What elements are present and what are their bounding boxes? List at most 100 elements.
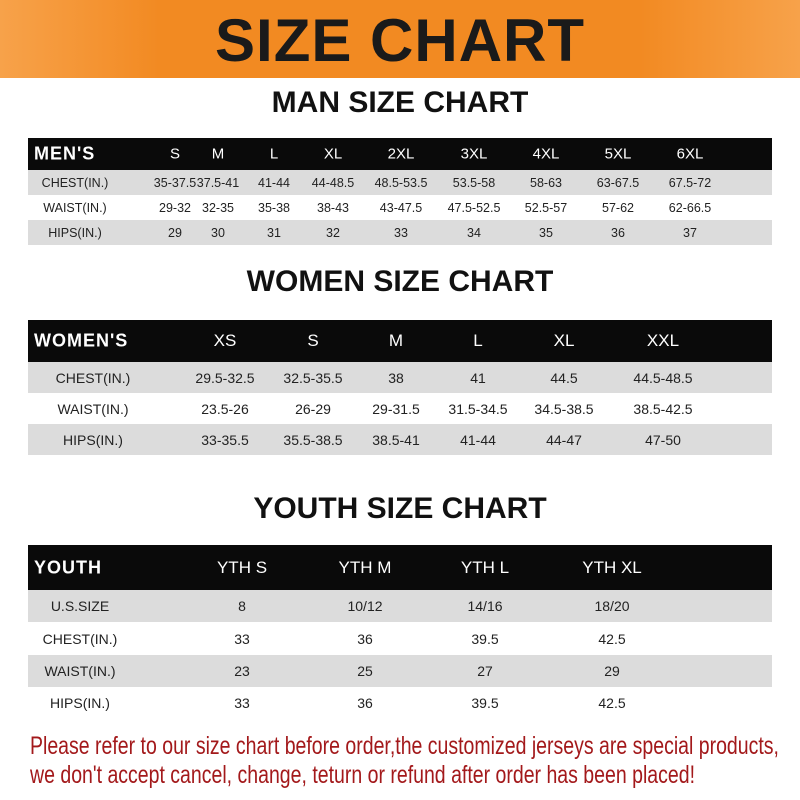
men-section-title: MAN SIZE CHART [271, 86, 529, 119]
measurement-label: HIPS(IN.) [50, 695, 110, 711]
measurement-value: 41-44 [258, 175, 290, 190]
size-header-cell: XS [213, 331, 237, 350]
measurement-value: 33 [394, 225, 408, 240]
measurement-value: 29-32 [159, 200, 191, 215]
measurement-value: 38.5-42.5 [633, 400, 693, 417]
banner-title: SIZE CHART [215, 7, 585, 74]
measurement-value: 30 [211, 225, 225, 240]
measurement-value: 33 [234, 695, 250, 711]
table-row: WAIST(IN.) 23 25 27 29 [28, 655, 772, 687]
size-header-cell: 6XL [676, 145, 704, 163]
women-header-row: WOMEN'S XS S M L XL XXL [28, 320, 772, 362]
size-header-cell: M [211, 145, 225, 163]
measurement-value: 44-47 [546, 431, 582, 448]
measurement-value: 35 [539, 225, 553, 240]
measurement-value: 32-35 [202, 200, 234, 215]
measurement-value: 23 [234, 663, 250, 679]
size-header-cell: YTH XL [582, 557, 642, 577]
measurement-value: 31 [267, 225, 281, 240]
size-header-cell: YTH M [338, 557, 392, 577]
size-header-cell: YTH L [460, 557, 510, 577]
size-header-cell: S [169, 145, 181, 163]
measurement-label: HIPS(IN.) [63, 431, 123, 448]
measurement-value: 14/16 [467, 598, 503, 614]
measurement-value: 39.5 [471, 695, 499, 711]
measurement-value: 47.5-52.5 [447, 200, 501, 215]
measurement-value: 43-47.5 [379, 200, 423, 215]
women-size-table: WOMEN'S XS S M L XL XXL CHEST(IN.) 29.5-32.5 32.5… [28, 320, 772, 455]
men-header-row: MEN'S S M L XL 2XL 3XL 4XL 5XL 6XL [28, 138, 772, 170]
size-header-cell: L [473, 331, 483, 350]
measurement-value: 44.5-48.5 [633, 369, 693, 386]
youth-header-row: YOUTH YTH S YTH M YTH L YTH XL [28, 545, 772, 590]
table-row: HIPS(IN.) 29 30 31 32 33 34 35 36 37 [28, 220, 772, 245]
footer-notice-line-2: we don't accept cancel, change, teturn o… [30, 761, 695, 789]
measurement-value: 32 [326, 225, 340, 240]
measurement-value: 48.5-53.5 [374, 175, 428, 190]
measurement-label: HIPS(IN.) [48, 225, 102, 240]
size-header-cell: XXL [646, 331, 680, 350]
size-header-cell: S [307, 331, 319, 350]
measurement-value: 33-35.5 [201, 431, 249, 448]
table-title-cell: YOUTH [34, 557, 102, 577]
size-header-cell: 3XL [460, 145, 488, 163]
measurement-value: 37.5-41 [196, 175, 240, 190]
measurement-value: 33 [234, 630, 250, 647]
size-header-cell: YTH S [216, 557, 268, 577]
size-header-cell: XL [323, 145, 343, 163]
footer-notice-line-1: Please refer to our size chart before or… [30, 732, 779, 760]
measurement-value: 36 [611, 225, 625, 240]
measurement-value: 23.5-26 [201, 400, 249, 417]
size-header-cell: L [269, 145, 279, 163]
measurement-value: 34.5-38.5 [534, 400, 594, 417]
measurement-value: 57-62 [602, 200, 634, 215]
measurement-value: 62-66.5 [668, 200, 712, 215]
table-row: U.S.SIZE 8 10/12 14/16 18/20 [28, 590, 772, 622]
measurement-value: 27 [477, 663, 493, 679]
measurement-value: 67.5-72 [668, 175, 712, 190]
measurement-label: WAIST(IN.) [43, 200, 107, 215]
measurement-value: 35-37.5 [153, 175, 197, 190]
table-row: CHEST(IN.) 33 36 39.5 42.5 [28, 622, 772, 655]
size-header-cell: 4XL [532, 145, 560, 163]
size-header-cell: M [388, 331, 404, 350]
measurement-value: 44-48.5 [311, 175, 355, 190]
table-row: CHEST(IN.) 29.5-32.5 32.5-35.5 38 41 44.5 44.5… [28, 362, 772, 393]
measurement-value: 38 [388, 369, 404, 386]
table-row: WAIST(IN.) 29-32 32-35 35-38 38-43 43-47.5 47.… [28, 195, 772, 220]
size-header-cell: 2XL [387, 145, 415, 163]
measurement-value: 47-50 [645, 431, 681, 448]
men-size-table: MEN'S S M L XL 2XL 3XL 4XL 5XL 6XL CHEST(IN.) 35-37… [28, 138, 772, 245]
table-title-cell: MEN'S [34, 143, 96, 164]
table-row: HIPS(IN.) 33 36 39.5 42.5 [28, 687, 772, 719]
measurement-value: 29-31.5 [372, 400, 420, 417]
measurement-value: 26-29 [295, 400, 331, 417]
youth-section-title: YOUTH SIZE CHART [253, 492, 547, 525]
measurement-value: 44.5 [550, 369, 578, 386]
measurement-value: 36 [357, 630, 373, 647]
measurement-label: WAIST(IN.) [57, 400, 129, 417]
measurement-value: 58-63 [530, 175, 562, 190]
measurement-label: CHEST(IN.) [42, 630, 118, 647]
size-header-cell: XL [553, 331, 575, 350]
size-header-cell: 5XL [604, 145, 632, 163]
measurement-value: 41-44 [460, 431, 496, 448]
measurement-label: WAIST(IN.) [44, 663, 116, 679]
women-section-title: WOMEN SIZE CHART [246, 265, 554, 298]
measurement-value: 18/20 [594, 598, 630, 614]
measurement-value: 42.5 [598, 695, 626, 711]
measurement-value: 31.5-34.5 [448, 400, 508, 417]
measurement-value: 8 [238, 598, 246, 614]
measurement-value: 42.5 [598, 630, 626, 647]
measurement-value: 38.5-41 [372, 431, 420, 448]
youth-size-table: YOUTH YTH S YTH M YTH L YTH XL U.S.SIZE 8 10/12… [28, 545, 772, 719]
measurement-label: U.S.SIZE [50, 598, 110, 614]
table-title-cell: WOMEN'S [34, 330, 129, 351]
measurement-value: 38-43 [317, 200, 349, 215]
measurement-value: 63-67.5 [596, 175, 640, 190]
measurement-value: 25 [357, 663, 373, 679]
size-chart-banner: SIZE CHART [0, 0, 800, 78]
measurement-value: 29.5-32.5 [195, 369, 255, 386]
measurement-value: 36 [357, 695, 373, 711]
measurement-value: 10/12 [347, 598, 383, 614]
